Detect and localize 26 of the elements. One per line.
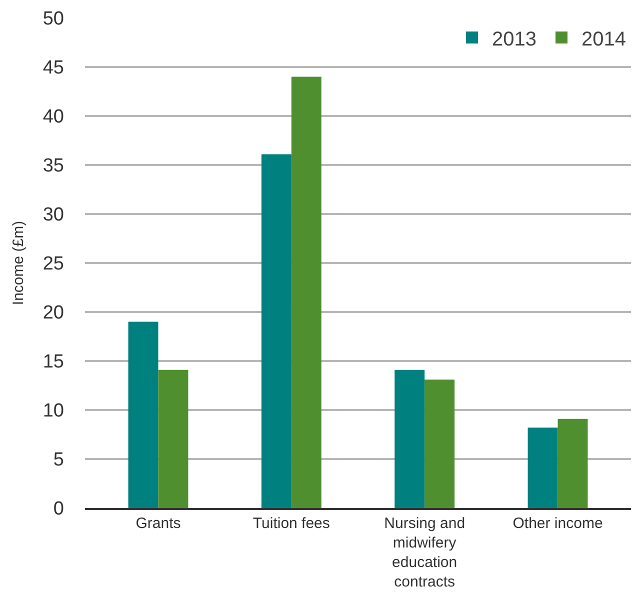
- y-tick-label: 35: [42, 156, 64, 177]
- bar: [528, 428, 558, 508]
- x-tick-label: Nursing and midwifery education contracts: [384, 515, 466, 590]
- x-tick-label: Grants: [136, 515, 181, 532]
- y-tick-label: 45: [42, 58, 64, 79]
- bar: [158, 370, 188, 508]
- y-tick-label: 20: [42, 302, 64, 324]
- y-tick-label: 25: [42, 254, 64, 275]
- bar: [394, 370, 425, 508]
- bar: [261, 154, 292, 508]
- y-tick-label: 15: [42, 352, 64, 373]
- bar: [558, 418, 588, 508]
- y-tick-label: 30: [42, 204, 64, 226]
- y-tick-label: 5: [53, 450, 64, 471]
- legend-label: 2014: [582, 28, 626, 50]
- bar: [291, 76, 322, 508]
- x-tick-label: Other income: [512, 515, 603, 532]
- y-tick-label: 10: [42, 400, 64, 422]
- y-tick-label: 40: [42, 106, 64, 128]
- y-axis-title: Income (£m): [10, 220, 28, 306]
- bar: [424, 380, 455, 508]
- y-tick-label: 0: [53, 498, 64, 520]
- y-tick-label: 50: [42, 8, 64, 30]
- x-tick-label: Tuition fees: [252, 515, 330, 532]
- bar: [128, 322, 158, 508]
- legend-label: 2013: [492, 28, 536, 50]
